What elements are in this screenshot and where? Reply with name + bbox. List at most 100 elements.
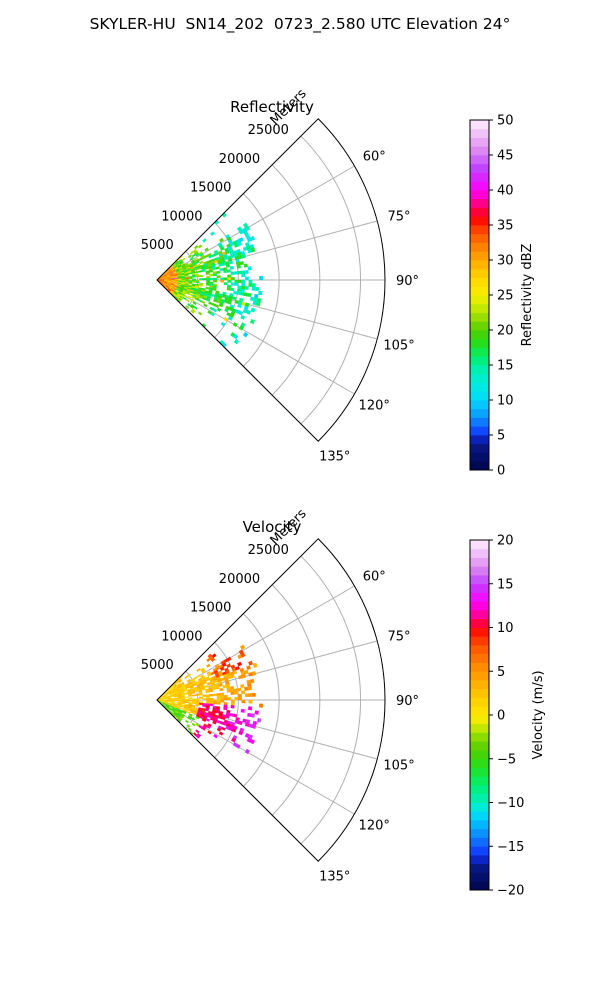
colorbar-segment: [470, 548, 489, 558]
colorbar-tick-label: −10: [497, 796, 524, 811]
range-gate: [220, 692, 225, 696]
range-gate: [203, 303, 208, 308]
range-gate: [216, 701, 221, 705]
angle-tick-label: 105°: [383, 758, 414, 773]
range-gate: [190, 309, 195, 314]
range-gate: [254, 710, 259, 715]
range-gate: [236, 264, 241, 269]
colorbar-segment: [470, 233, 489, 243]
range-gate: [212, 693, 217, 697]
range-gate: [192, 281, 196, 283]
range-gate: [237, 279, 242, 284]
range-gate: [216, 307, 222, 312]
range-gate: [199, 696, 203, 699]
colorbar-segment: [470, 583, 489, 593]
range-gate: [238, 325, 244, 331]
range-gate: [219, 706, 224, 710]
range-gate: [192, 698, 196, 701]
range-gate: [223, 282, 228, 286]
colorbar-segment: [470, 295, 489, 305]
range-gate: [227, 279, 232, 283]
range-gate: [237, 687, 242, 692]
range-gate: [209, 273, 214, 277]
colorbar-segment: [470, 758, 489, 768]
colorbar-segment: [470, 846, 489, 856]
angle-tick-label: 90°: [396, 274, 419, 289]
range-gate: [188, 282, 193, 284]
colorbar-segment: [470, 828, 489, 838]
colorbar-segment: [470, 365, 489, 375]
colorbar-tick-label: 50: [497, 114, 514, 129]
range-gate: [230, 691, 235, 695]
range-gate: [247, 266, 252, 271]
range-gate: [201, 726, 206, 731]
range-gate: [202, 698, 207, 701]
colorbar-segment: [470, 435, 489, 445]
colorbar-segment: [470, 120, 489, 130]
colorbar-label-reflectivity: Reflectivity dBZ: [520, 244, 535, 347]
colorbar-segment: [470, 645, 489, 655]
range-gate: [204, 247, 209, 252]
range-gate: [256, 718, 262, 723]
range-gate: [247, 712, 252, 718]
range-gate: [195, 698, 200, 701]
range-gate: [241, 279, 246, 284]
range-gate: [206, 696, 211, 699]
range-gate: [190, 717, 196, 721]
colorbar-segment: [470, 242, 489, 252]
range-gate: [227, 316, 233, 321]
colorbar-segment: [470, 855, 489, 865]
colorbar-segment: [470, 286, 489, 296]
radial-tick-label: 5000: [141, 238, 174, 253]
range-gate: [212, 287, 217, 291]
range-gate: [191, 702, 196, 705]
range-gate: [230, 705, 235, 709]
colorbar-segment: [470, 802, 489, 812]
angle-tick-label: 75°: [388, 630, 411, 645]
range-gate: [195, 716, 200, 720]
colorbar-segment: [470, 443, 489, 453]
range-gate: [202, 694, 207, 697]
range-gate: [191, 275, 196, 278]
colorbar-tick-label: 15: [497, 359, 514, 374]
range-gate: [248, 699, 253, 704]
range-gate: [248, 283, 253, 287]
radial-tick-labels: 5000 10000 15000 20000 25000: [141, 543, 289, 673]
range-gate: [230, 702, 235, 706]
colorbar-segment: [470, 251, 489, 261]
range-gate: [233, 290, 238, 295]
angle-tick-label: 60°: [363, 570, 386, 585]
range-gate: [234, 696, 239, 701]
colorbar-segment: [470, 426, 489, 436]
colorbar-tick-label: 10: [497, 394, 514, 409]
colorbar-segment: [470, 417, 489, 427]
colorbar-tick-label: 10: [497, 621, 514, 636]
range-gate: [244, 270, 249, 274]
angle-tick-labels: 60° 75° 90° 105° 120° 135°: [319, 150, 419, 465]
range-gate: [247, 686, 252, 691]
range-gate: [251, 724, 257, 729]
range-gate: [232, 296, 237, 301]
range-gate: [237, 285, 242, 290]
range-gate: [234, 691, 239, 695]
colorbar-segment: [470, 373, 489, 383]
colorbar-segment: [470, 172, 489, 182]
grid-spoke: [156, 699, 355, 815]
range-gate: [185, 698, 189, 701]
colorbar-segment: [470, 706, 489, 716]
range-gate: [218, 731, 224, 736]
colorbar-segment: [470, 400, 489, 410]
range-gate: [230, 699, 235, 703]
colorbar-segment: [470, 146, 489, 156]
range-gate: [181, 702, 186, 705]
range-gate: [186, 710, 191, 714]
range-gate: [248, 706, 253, 711]
range-gate: [223, 316, 229, 322]
range-gate: [216, 270, 221, 274]
colorbar-tick-label: 20: [497, 324, 514, 339]
range-gate: [247, 292, 252, 298]
range-gate: [212, 273, 217, 277]
range-gate: [194, 270, 199, 274]
range-gate: [210, 231, 215, 236]
range-gate: [249, 739, 255, 745]
